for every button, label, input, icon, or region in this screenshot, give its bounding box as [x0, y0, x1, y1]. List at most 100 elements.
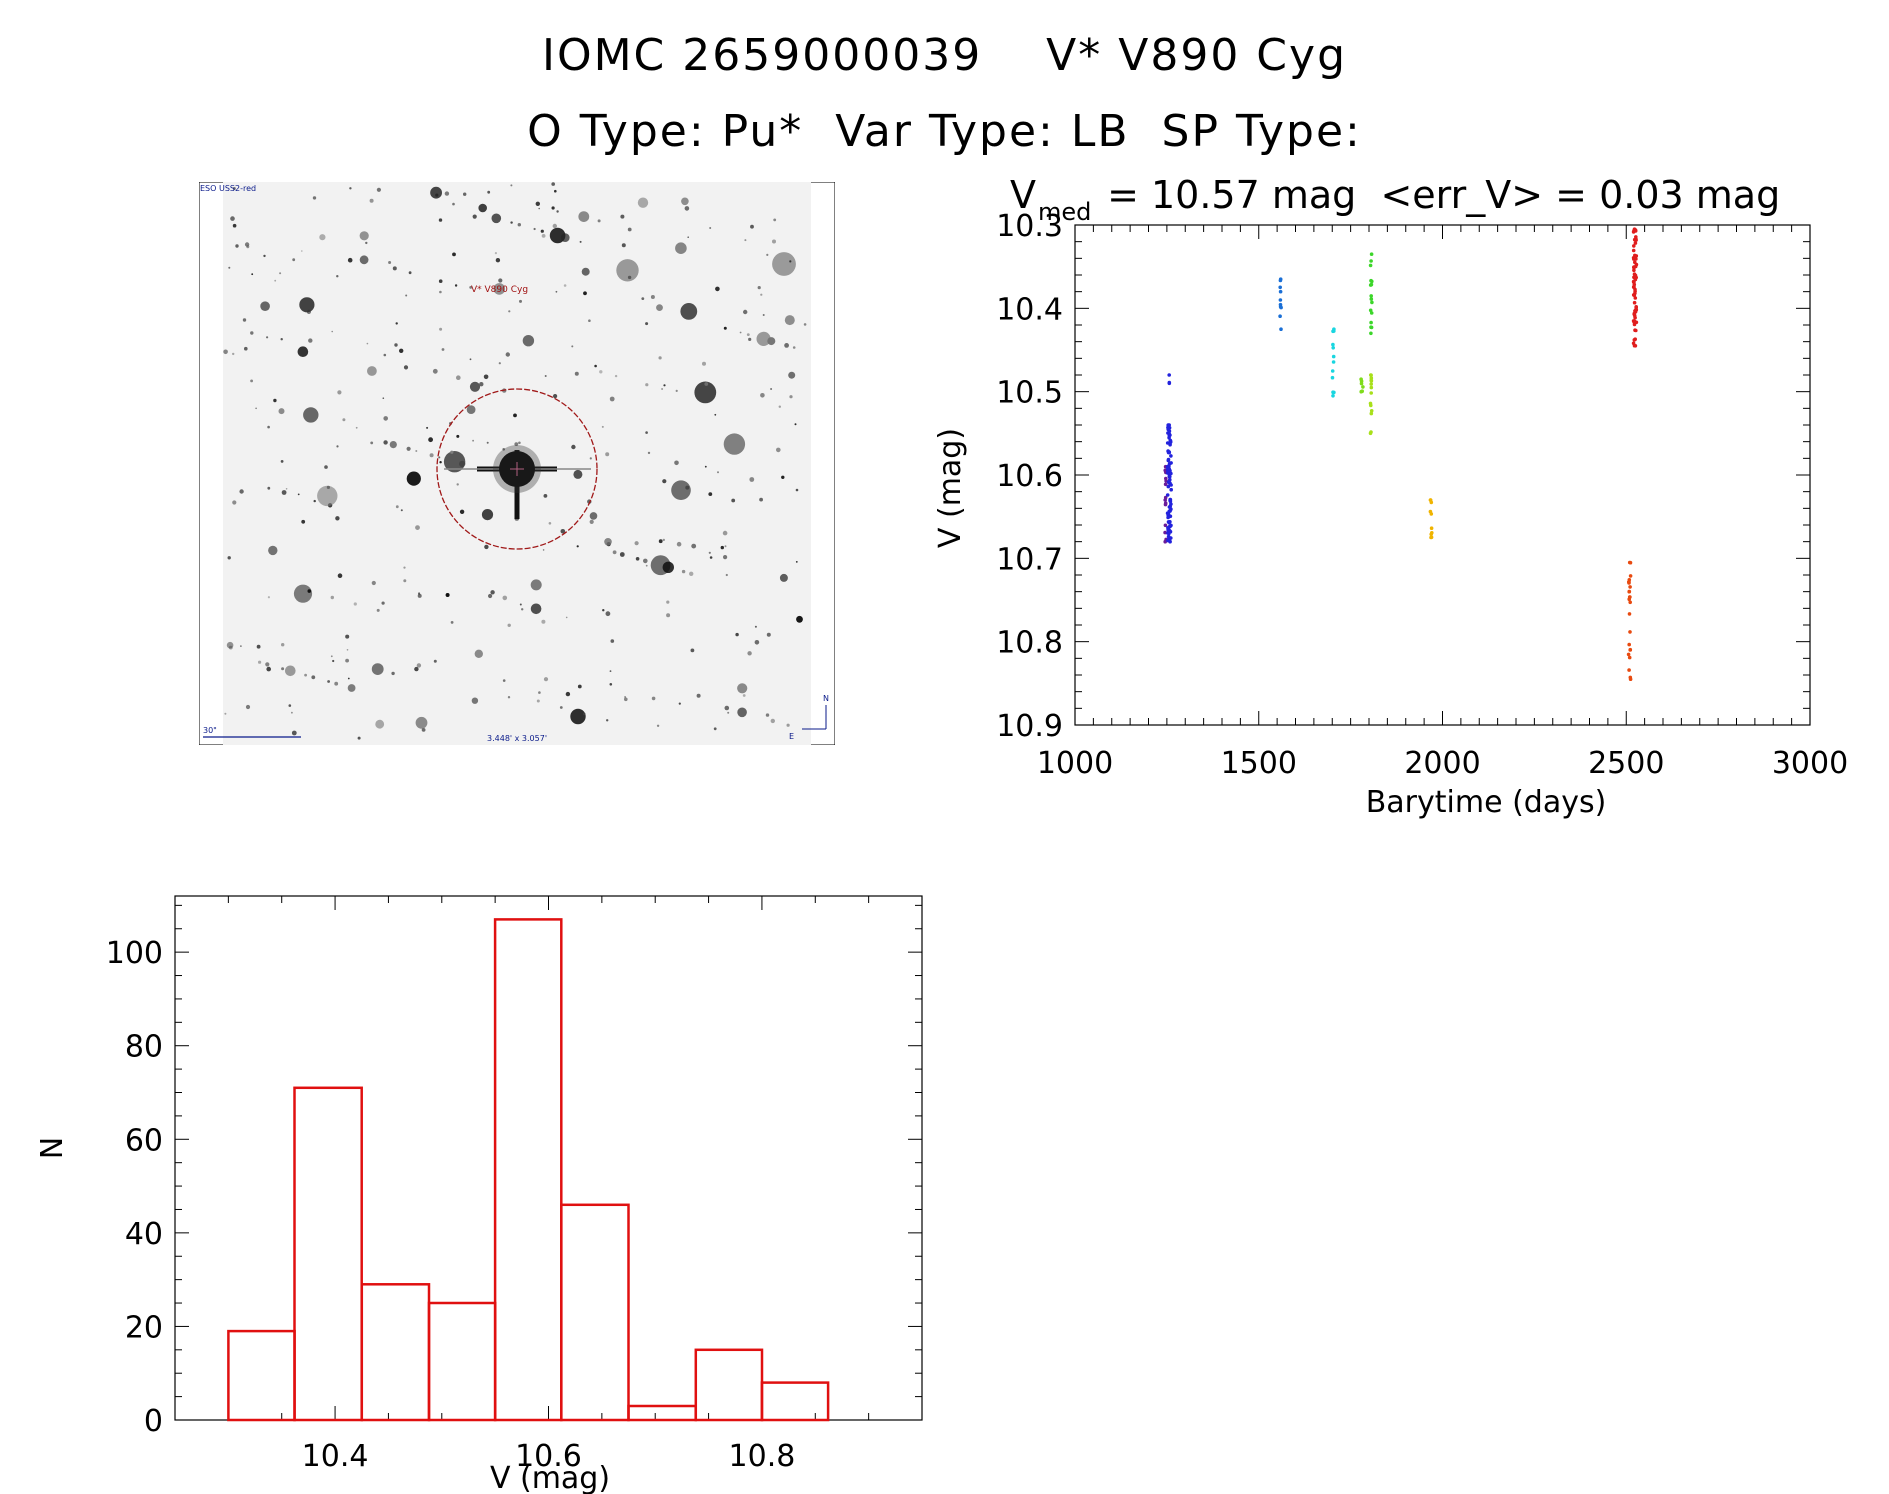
lc-data-point — [1632, 343, 1637, 348]
field-star — [456, 434, 460, 438]
lc-data-point — [1361, 385, 1365, 389]
lc-data-point — [1167, 435, 1171, 440]
field-star — [281, 490, 287, 495]
field-star — [416, 663, 422, 668]
lc-data-point — [1163, 501, 1168, 506]
field-star — [784, 315, 795, 326]
field-star — [658, 356, 662, 360]
chart-title-line2: O Type: Pu* Var Type: LB SP Type: — [527, 106, 1362, 157]
hist-x-tick-label: 10.8 — [729, 1439, 796, 1474]
lc-data-point — [1369, 382, 1373, 386]
field-star — [708, 551, 711, 554]
lc-data-point — [1167, 380, 1172, 385]
field-star — [510, 184, 513, 187]
field-star — [662, 538, 665, 542]
field-star — [369, 198, 374, 203]
lc-plot-frame — [1074, 224, 1811, 726]
field-star — [542, 549, 545, 551]
field-star — [614, 374, 618, 378]
field-star — [541, 234, 546, 238]
field-star — [514, 442, 519, 446]
field-star — [381, 601, 385, 605]
field-star — [415, 716, 428, 729]
lc-data-point — [1429, 526, 1434, 530]
field-star — [747, 651, 752, 656]
field-star — [337, 573, 343, 578]
field-star — [680, 303, 698, 320]
lc-y-tick-label: 10.4 — [996, 292, 1063, 327]
field-star — [581, 267, 590, 276]
field-star — [395, 322, 398, 325]
field-star — [666, 613, 671, 618]
field-star — [502, 448, 506, 451]
field-star — [327, 680, 330, 683]
field-star — [789, 260, 792, 263]
lc-data-point — [1627, 668, 1631, 672]
field-star — [666, 600, 670, 604]
field-star — [739, 331, 742, 334]
lc-data-point — [1166, 458, 1171, 463]
lc-data-point — [1632, 300, 1637, 305]
lc-data-point — [1169, 487, 1173, 492]
field-star — [484, 544, 489, 550]
hist-bar — [427, 1301, 497, 1422]
hist-xlabel: V (mag) — [490, 1461, 610, 1494]
lc-data-point — [1632, 279, 1636, 284]
field-star — [250, 379, 253, 383]
lc-data-point — [1369, 385, 1374, 390]
field-star — [414, 666, 419, 672]
field-star — [355, 426, 358, 429]
lc-data-point — [1169, 461, 1173, 465]
field-star — [724, 545, 727, 548]
lc-data-point — [1169, 471, 1173, 476]
field-star — [743, 309, 748, 315]
field-star — [317, 485, 338, 507]
field-star — [452, 252, 456, 257]
field-star — [319, 234, 326, 241]
field-star — [430, 186, 442, 199]
lc-data-point — [1360, 389, 1364, 393]
lc-data-point — [1369, 331, 1373, 336]
field-star — [554, 189, 557, 193]
field-star — [759, 497, 763, 502]
field-star — [307, 589, 312, 593]
field-star — [232, 500, 237, 505]
field-star — [433, 659, 437, 663]
lc-y-tick-label: 10.8 — [996, 626, 1063, 661]
lc-data-point — [1330, 369, 1335, 373]
lc-data-point — [1278, 298, 1283, 302]
field-star — [439, 461, 442, 464]
field-star — [408, 271, 412, 275]
lc-data-point — [1633, 256, 1638, 260]
field-star — [757, 286, 761, 290]
field-star — [291, 730, 297, 736]
field-star — [687, 236, 689, 238]
field-star — [508, 310, 511, 313]
lc-data-point — [1627, 612, 1632, 616]
field-star — [267, 486, 271, 490]
field-star — [650, 295, 655, 299]
field-star — [789, 395, 793, 399]
lc-data-point — [1369, 320, 1373, 325]
field-star — [685, 485, 690, 490]
lc-data-point — [1628, 585, 1632, 589]
field-star — [507, 623, 511, 627]
field-star — [609, 396, 615, 402]
field-star — [486, 441, 489, 444]
field-star — [459, 509, 465, 514]
lc-data-point — [1627, 580, 1631, 584]
field-star — [548, 522, 552, 525]
field-star — [588, 319, 591, 322]
field-star — [637, 197, 649, 208]
lc-data-point — [1165, 468, 1170, 473]
finder-chart-image: ESO USS2-red V* V890 Cyg 30" 3.448' x 3.… — [199, 182, 835, 745]
field-star — [737, 683, 748, 694]
field-star — [756, 331, 771, 346]
field-star — [510, 221, 513, 224]
field-star — [450, 450, 454, 454]
field-star — [466, 405, 476, 414]
lc-data-point — [1331, 346, 1335, 350]
lc-title: V med = 10.57 mag <err_V> = 0.03 mag — [1010, 173, 1780, 226]
field-star — [452, 202, 455, 206]
hist-y-tick-label: 0 — [144, 1404, 163, 1439]
